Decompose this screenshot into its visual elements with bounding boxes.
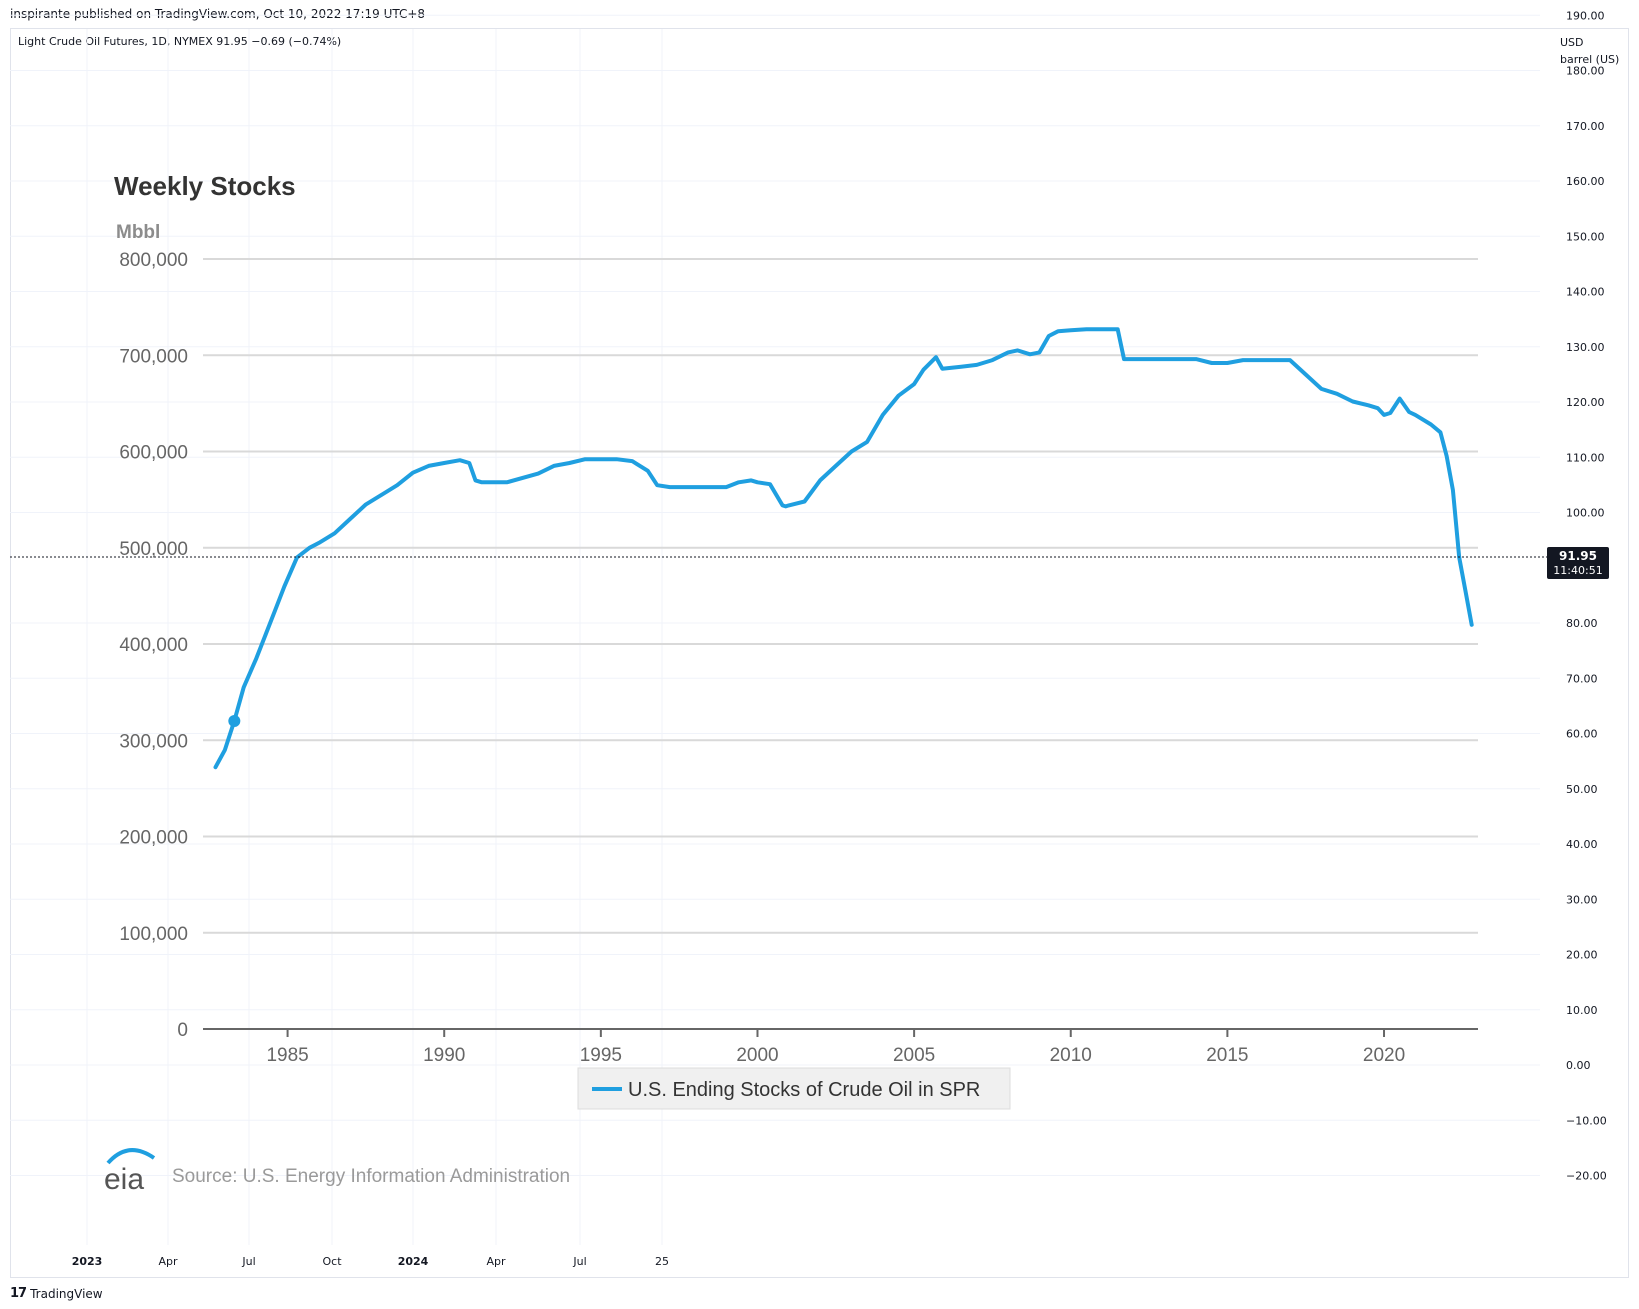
- eia-y-tick-label: 200,000: [119, 828, 188, 849]
- eia-y-tick-label: 800,000: [119, 250, 188, 271]
- eia-x-tick-label: 2000: [736, 1045, 778, 1066]
- legend-box: [577, 1067, 1011, 1110]
- price-tick-label: 160.00: [1566, 175, 1605, 188]
- price-tick-label: 100.00: [1566, 507, 1605, 520]
- time-axis[interactable]: 2023 Apr Jul Oct 2024 Apr Jul 25: [72, 1255, 669, 1268]
- chart-frame: [10, 28, 1629, 1278]
- eia-y-tick-label: 600,000: [119, 443, 188, 464]
- price-tick-label: 0.00: [1566, 1059, 1591, 1072]
- price-tick-label: 130.00: [1566, 341, 1605, 354]
- price-axis[interactable]: 190.00 180.00 170.00 160.00 150.00 140.00 130.…: [1566, 9, 1607, 1182]
- time-tick-label: Jul: [572, 1255, 586, 1268]
- price-tick-label: 30.00: [1566, 893, 1598, 906]
- eia-x-axis: 1985 1990 1995 2000 2005 2010 2015 2020: [266, 1029, 1405, 1066]
- price-tick-label: 110.00: [1566, 451, 1605, 464]
- time-tick-label: Jul: [241, 1255, 255, 1268]
- eia-y-tick-label: 400,000: [119, 635, 188, 656]
- price-tick-label: 60.00: [1566, 728, 1598, 741]
- price-tick-label: 70.00: [1566, 672, 1598, 685]
- tradingview-footer[interactable]: 17 TradingView: [10, 1286, 103, 1301]
- price-tick-label: 180.00: [1566, 65, 1605, 78]
- eia-logo-swoosh: [106, 1148, 156, 1165]
- source-note: Source: U.S. Energy Information Administ…: [172, 1166, 570, 1187]
- eia-x-tick-label: 1990: [423, 1045, 465, 1066]
- eia-x-tick-label: 2010: [1050, 1045, 1092, 1066]
- tradingview-brand: TradingView: [30, 1286, 103, 1301]
- price-tick-label: 170.00: [1566, 120, 1605, 133]
- time-tick-label: Apr: [486, 1255, 506, 1268]
- eia-logo-text: eia: [104, 1163, 144, 1196]
- price-tick-label: 140.00: [1566, 286, 1605, 299]
- eia-x-tick-label: 1985: [266, 1045, 308, 1066]
- eia-x-tick-label: 2020: [1363, 1045, 1405, 1066]
- price-tick-label: 40.00: [1566, 838, 1598, 851]
- chart-title: Weekly Stocks: [114, 171, 296, 201]
- eia-x-tick-label: 1995: [580, 1045, 622, 1066]
- price-tick-label: 80.00: [1566, 617, 1598, 630]
- price-axis-currency: USD: [1560, 36, 1584, 49]
- price-tick-label: 190.00: [1566, 9, 1605, 22]
- price-tick-label: 50.00: [1566, 783, 1598, 796]
- eia-x-tick-label: 2005: [893, 1045, 935, 1066]
- eia-y-axis: 800,000 700,000 600,000 500,000 400,000 300,0…: [119, 250, 188, 1041]
- last-price-value: 91.95: [1559, 549, 1597, 563]
- series-marker: [228, 715, 241, 727]
- eia-y-tick-label: 700,000: [119, 346, 188, 367]
- eia-x-tick-label: 2015: [1206, 1045, 1248, 1066]
- publisher-line: inspirante published on TradingView.com,…: [10, 7, 426, 21]
- price-axis-unit-label: barrel (US): [1560, 53, 1620, 66]
- price-tick-label: 150.00: [1566, 230, 1605, 243]
- eia-y-tick-label: 300,000: [119, 731, 188, 752]
- eia-y-tick-label: 100,000: [119, 924, 188, 945]
- price-tick-label: −20.00: [1566, 1170, 1607, 1183]
- series-line: [213, 327, 1474, 770]
- symbol-info[interactable]: Light Crude Oil Futures, 1D, NYMEX 91.95…: [18, 35, 342, 48]
- time-tick-label: 2024: [398, 1255, 429, 1268]
- time-tick-label: 25: [655, 1255, 669, 1268]
- tradingview-grid: [10, 14, 1540, 1245]
- price-tick-label: 120.00: [1566, 396, 1605, 409]
- time-tick-label: Apr: [158, 1255, 178, 1268]
- eia-y-tick-label: 0: [177, 1020, 188, 1041]
- price-tick-label: 20.00: [1566, 949, 1598, 962]
- eia-logo: eia: [104, 1148, 156, 1196]
- last-price-badge: [1547, 546, 1609, 579]
- legend-label: U.S. Ending Stocks of Crude Oil in SPR: [628, 1079, 980, 1101]
- price-tick-label: 10.00: [1566, 1004, 1598, 1017]
- price-axis-unit: USD barrel (US): [1560, 34, 1619, 68]
- legend[interactable]: U.S. Ending Stocks of Crude Oil in SPR: [577, 1067, 1011, 1110]
- eia-y-tick-label: 500,000: [119, 539, 188, 560]
- tradingview-logo-icon: 17: [10, 1286, 27, 1301]
- time-tick-label: Oct: [322, 1255, 342, 1268]
- countdown-value: 11:40:51: [1553, 564, 1602, 577]
- price-tick-label: −10.00: [1566, 1114, 1607, 1127]
- y-axis-label: Mbbl: [116, 222, 160, 243]
- eia-gridlines: [203, 258, 1478, 934]
- time-tick-label: 2023: [72, 1255, 103, 1268]
